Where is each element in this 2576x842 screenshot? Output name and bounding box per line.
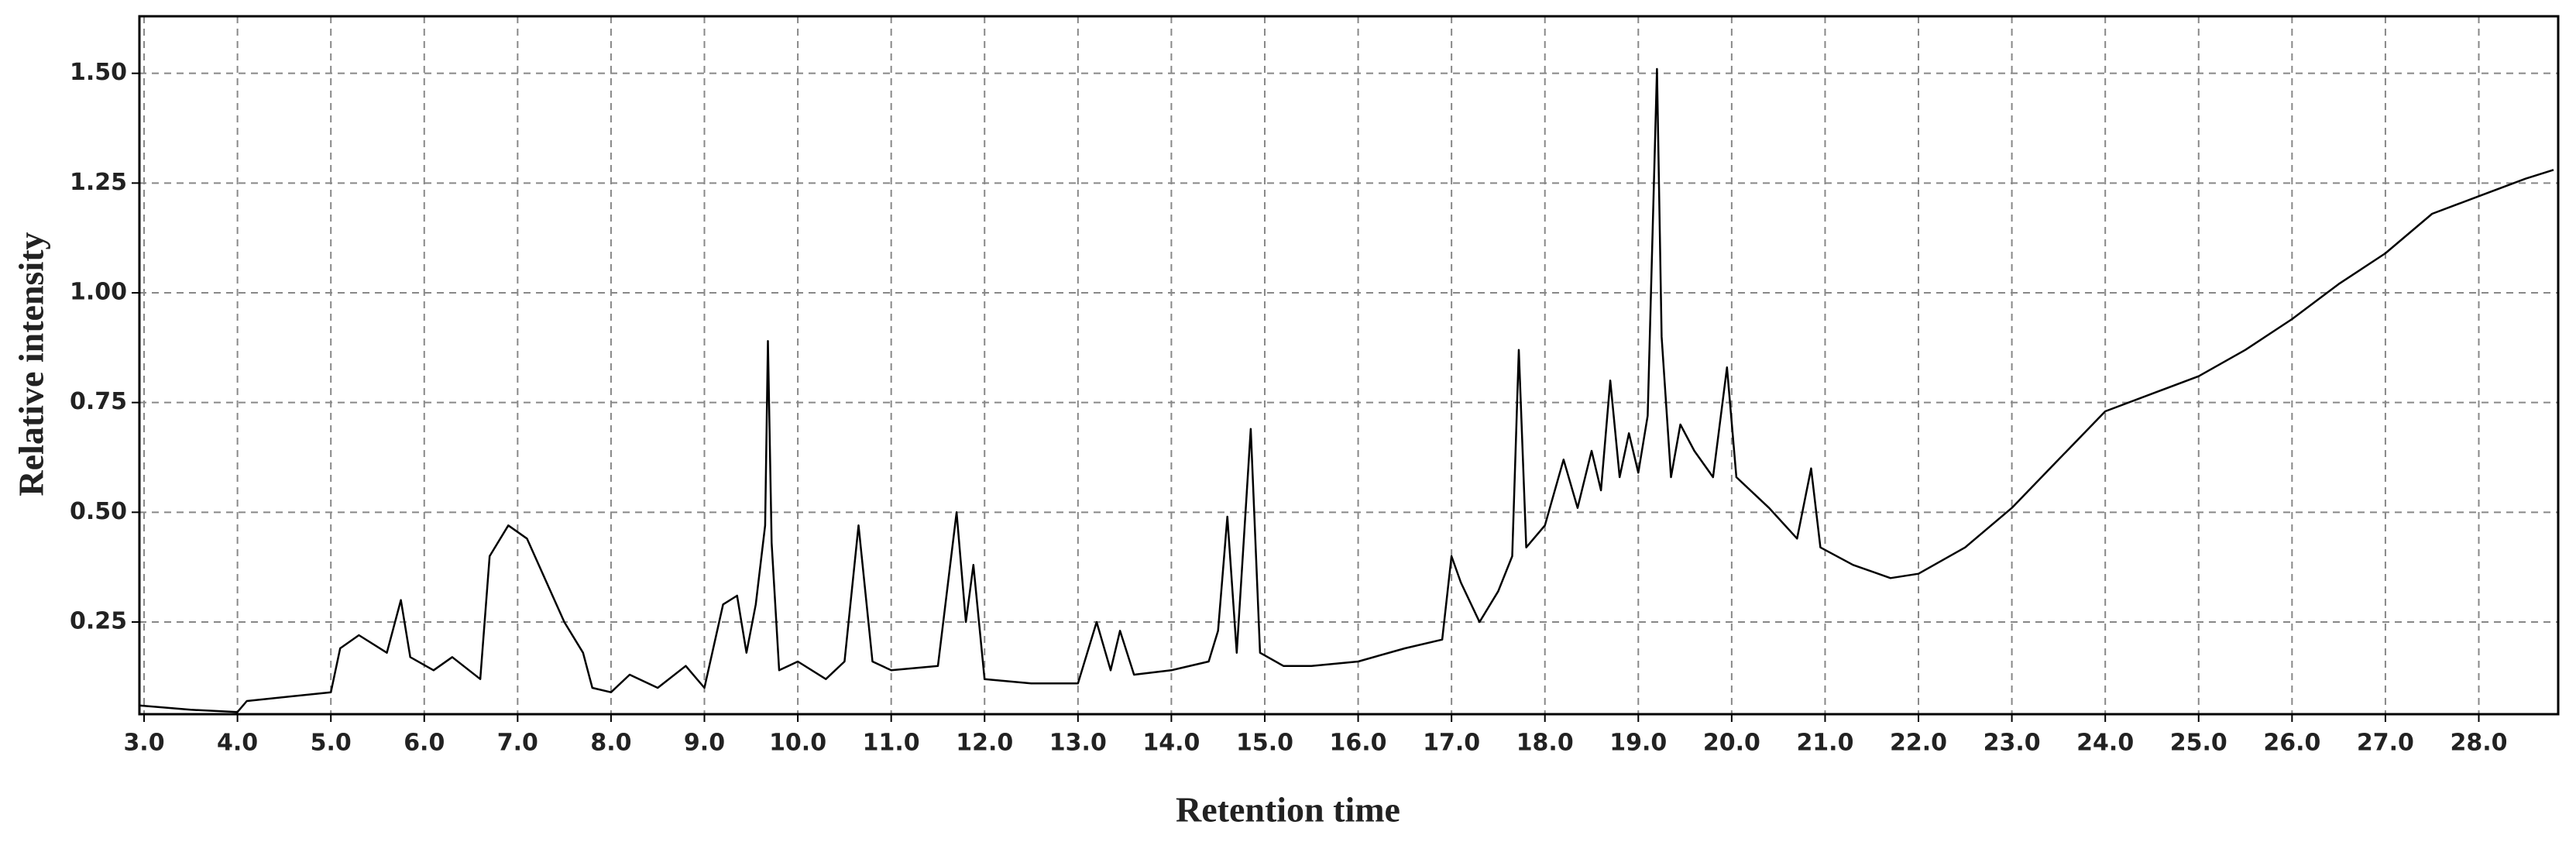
- x-tick-label: 4.0: [217, 730, 258, 757]
- x-tick-label: 18.0: [1516, 730, 1574, 757]
- x-tick-label: 26.0: [2263, 730, 2320, 757]
- y-tick-label: 1.25: [70, 169, 127, 196]
- y-tick-label: 1.00: [70, 279, 127, 306]
- plot-frame: [138, 15, 2560, 716]
- y-axis-title: Relative intensity: [12, 232, 51, 496]
- x-tick-label: 7.0: [497, 730, 538, 757]
- x-tick-label: 9.0: [684, 730, 725, 757]
- x-tick-label: 6.0: [404, 730, 445, 757]
- x-tick-label: 12.0: [956, 730, 1013, 757]
- y-tick-label: 0.25: [70, 608, 127, 635]
- x-tick-label: 14.0: [1142, 730, 1200, 757]
- x-tick-label: 27.0: [2357, 730, 2414, 757]
- y-tick-label: 1.50: [70, 59, 127, 86]
- x-tick-label: 25.0: [2170, 730, 2227, 757]
- x-tick-label: 24.0: [2076, 730, 2134, 757]
- x-tick-label: 3.0: [123, 730, 164, 757]
- x-tick-label: 13.0: [1049, 730, 1107, 757]
- chromatogram-line: [139, 67, 2554, 713]
- x-tick-label: 11.0: [863, 730, 920, 757]
- x-tick-label: 28.0: [2450, 730, 2507, 757]
- x-tick-label: 16.0: [1330, 730, 1387, 757]
- x-axis-title: Retention time: [1176, 790, 1400, 830]
- x-tick-label: 8.0: [590, 730, 631, 757]
- x-tick-label: 10.0: [769, 730, 826, 757]
- x-tick-label: 19.0: [1609, 730, 1667, 757]
- x-tick-label: 20.0: [1703, 730, 1760, 757]
- y-tick-label: 0.50: [70, 498, 127, 525]
- x-tick-label: 15.0: [1236, 730, 1293, 757]
- x-tick-label: 22.0: [1890, 730, 1947, 757]
- y-tick-label: 0.75: [70, 388, 127, 415]
- x-tick-label: 23.0: [1984, 730, 2041, 757]
- x-tick-label: 21.0: [1796, 730, 1853, 757]
- x-tick-label: 17.0: [1423, 730, 1480, 757]
- x-tick-label: 5.0: [311, 730, 352, 757]
